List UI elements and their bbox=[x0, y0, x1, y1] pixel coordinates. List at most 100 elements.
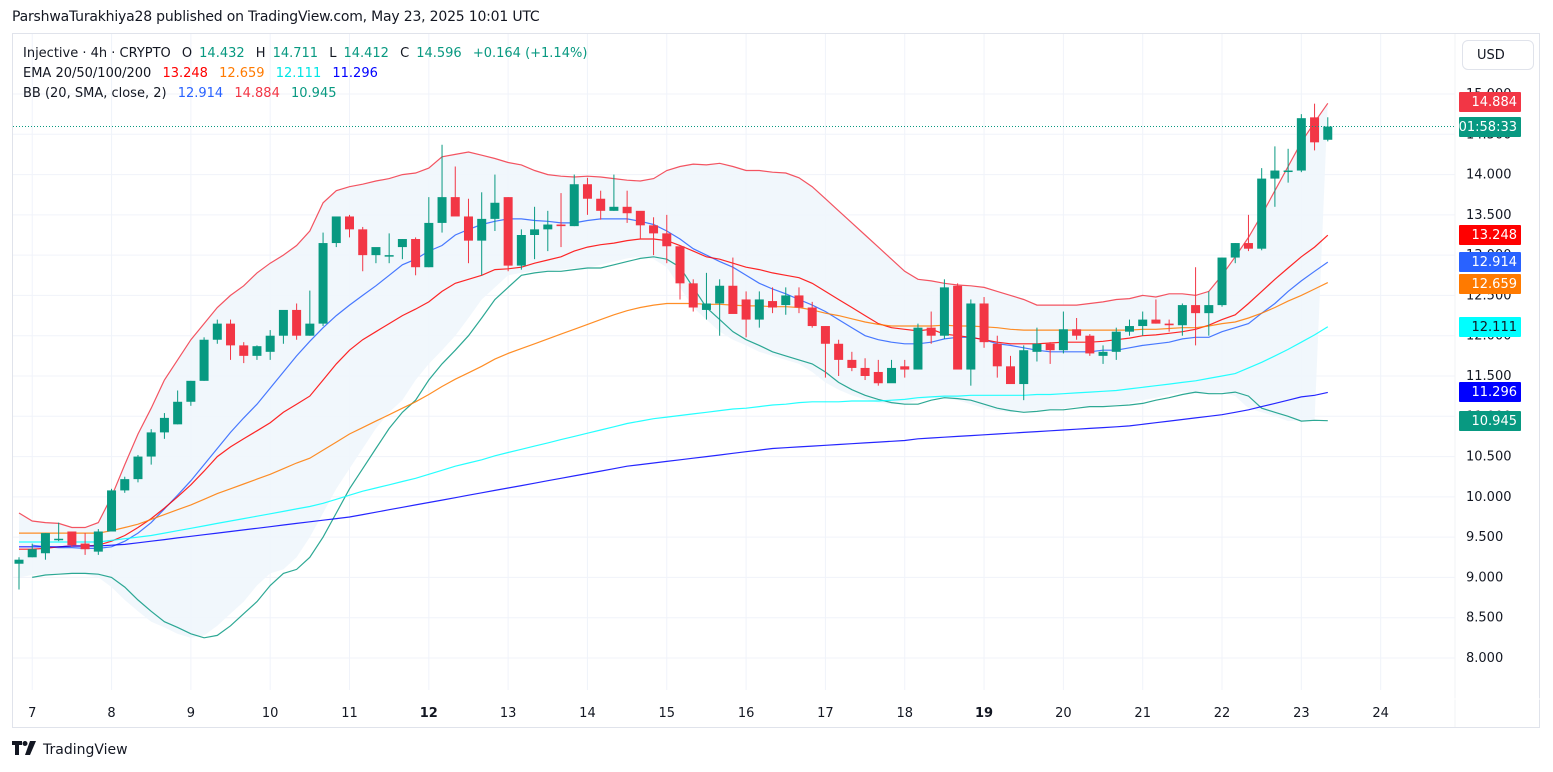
ema50-value: 12.659 bbox=[219, 66, 265, 81]
tradingview-logo-icon[interactable] bbox=[12, 741, 38, 759]
candle-body bbox=[146, 432, 156, 457]
candle-body bbox=[331, 216, 341, 244]
candle-body bbox=[14, 559, 24, 564]
candle-body bbox=[688, 283, 698, 308]
candle-body bbox=[609, 206, 619, 211]
x-tick-label: 21 bbox=[1134, 706, 1151, 721]
candle-body bbox=[966, 303, 976, 370]
candle-body bbox=[622, 206, 632, 214]
candle-body bbox=[781, 295, 791, 306]
x-tick-label: 19 bbox=[975, 706, 993, 721]
candle-body bbox=[424, 222, 434, 268]
candle-body bbox=[173, 401, 183, 425]
chart-frame[interactable] bbox=[12, 33, 1540, 728]
candle-body bbox=[530, 229, 540, 235]
candle-body bbox=[860, 367, 870, 376]
candle-body bbox=[820, 326, 830, 344]
bb-upper-tag: 14.884 bbox=[1459, 92, 1521, 112]
candle-body bbox=[133, 456, 143, 480]
ema50-tag: 12.659 bbox=[1459, 274, 1521, 294]
candle-body bbox=[1006, 366, 1015, 385]
publisher-byline: ParshwaTurakhiya28 published on TradingV… bbox=[12, 9, 540, 25]
candle-body bbox=[1098, 351, 1108, 356]
bb-label[interactable]: BB (20, SMA, close, 2) bbox=[23, 86, 167, 101]
y-tick-label: 8.500 bbox=[1466, 611, 1503, 626]
candle-body bbox=[649, 225, 659, 234]
candle-body bbox=[1243, 243, 1253, 249]
line-bb-upper bbox=[18, 102, 1329, 529]
ema-label[interactable]: EMA 20/50/100/200 bbox=[23, 66, 152, 81]
y-tick-label: 14.000 bbox=[1466, 168, 1512, 183]
x-tick-label: 12 bbox=[420, 706, 438, 721]
candle-body bbox=[1019, 350, 1029, 385]
symbol-label[interactable]: Injective · 4h · CRYPTO bbox=[23, 46, 171, 61]
candle-body bbox=[543, 224, 553, 230]
candle-body bbox=[212, 323, 222, 340]
bb-basis-tag: 12.914 bbox=[1459, 252, 1521, 272]
candle-body bbox=[715, 285, 725, 304]
candle-body bbox=[516, 234, 526, 266]
candle-body bbox=[384, 255, 394, 257]
candle-body bbox=[900, 366, 910, 370]
candle-body bbox=[939, 287, 949, 336]
candle-body bbox=[305, 323, 315, 336]
candle-body bbox=[1230, 243, 1240, 258]
candle-body bbox=[358, 229, 368, 256]
candle-body bbox=[728, 285, 738, 314]
candle-body bbox=[569, 184, 579, 227]
x-tick-label: 17 bbox=[817, 706, 834, 721]
line-ema-200 bbox=[19, 391, 1328, 548]
high-value: H 14.711 bbox=[255, 46, 319, 61]
candle-body bbox=[437, 197, 447, 223]
candle-body bbox=[662, 233, 672, 247]
candle-body bbox=[754, 299, 764, 320]
candle-body bbox=[239, 345, 249, 356]
line-ema-20 bbox=[19, 234, 1329, 550]
candle-body bbox=[794, 295, 804, 308]
candle-body bbox=[1310, 117, 1320, 143]
candle-body bbox=[345, 216, 354, 230]
candle-body bbox=[107, 490, 117, 532]
candle-body bbox=[741, 299, 751, 320]
candle-body bbox=[1270, 170, 1280, 179]
candle-body bbox=[1177, 305, 1187, 326]
candle-body bbox=[1111, 331, 1121, 352]
x-tick-label: 8 bbox=[107, 706, 115, 721]
candle-body bbox=[371, 247, 381, 256]
x-tick-label: 23 bbox=[1293, 706, 1310, 721]
x-tick-label: 22 bbox=[1214, 706, 1231, 721]
line-ema-50 bbox=[19, 282, 1329, 534]
y-tick-label: 13.500 bbox=[1466, 208, 1512, 223]
x-tick-label: 20 bbox=[1055, 706, 1072, 721]
chart-legend: Injective · 4h · CRYPTO O 14.432 H 14.711 … bbox=[23, 44, 594, 104]
y-tick-label: 8.000 bbox=[1466, 651, 1503, 666]
bollinger-band-fill bbox=[19, 103, 1328, 638]
candle-body bbox=[926, 327, 936, 336]
change-value: +0.164 (+1.14%) bbox=[472, 46, 588, 61]
footer: TradingView bbox=[12, 741, 128, 759]
candle-body bbox=[278, 309, 288, 336]
ema100-tag: 12.111 bbox=[1459, 317, 1521, 337]
candle-body bbox=[1296, 118, 1306, 171]
open-value: O 14.432 bbox=[181, 46, 245, 61]
candle-body bbox=[54, 538, 64, 541]
bb-lower-value: 10.945 bbox=[291, 86, 337, 101]
tradingview-brand[interactable]: TradingView bbox=[43, 742, 128, 758]
candle-body bbox=[450, 197, 460, 217]
candle-body bbox=[582, 184, 592, 199]
candle-body bbox=[67, 531, 77, 546]
candle-body bbox=[411, 239, 421, 268]
x-tick-label: 7 bbox=[28, 706, 36, 721]
currency-button[interactable]: USD bbox=[1462, 40, 1534, 70]
candle-body bbox=[834, 343, 844, 360]
candle-body bbox=[1164, 323, 1174, 326]
candle-body bbox=[93, 531, 103, 552]
legend-bb-row: BB (20, SMA, close, 2) 12.914 14.884 10.… bbox=[23, 84, 594, 104]
candle-body bbox=[1045, 343, 1055, 351]
low-value: L 14.412 bbox=[329, 46, 389, 61]
candle-body bbox=[1058, 329, 1068, 351]
candle-body bbox=[159, 417, 169, 433]
x-tick-label: 15 bbox=[659, 706, 676, 721]
x-tick-label: 13 bbox=[500, 706, 517, 721]
